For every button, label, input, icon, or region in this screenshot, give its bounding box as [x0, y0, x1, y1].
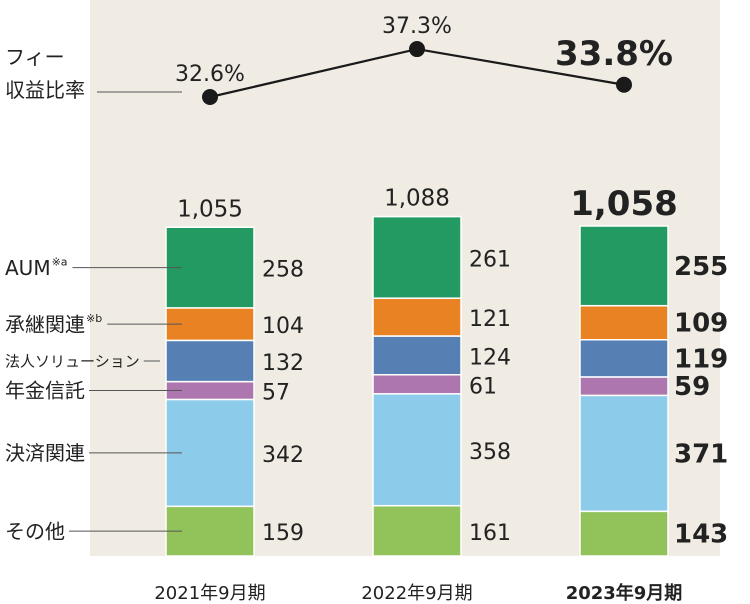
bar-3-segment-6 — [579, 225, 669, 307]
bar-3-segment-3 — [579, 376, 669, 397]
fee-ratio-label-2: 37.3% — [382, 14, 452, 39]
fee-ratio-point-2 — [409, 41, 425, 58]
total-label-3: 1,058 — [570, 184, 678, 224]
bar-2-segment-1 — [372, 504, 462, 557]
series-labels: その他 決済関連 年金信託 法人ソリューション 承継関連 ※b AUM ※a — [5, 256, 140, 544]
value-label-1-4: 132 — [262, 351, 304, 376]
value-label-1-3: 57 — [262, 381, 290, 406]
series-label-note-5: ※b — [86, 312, 102, 325]
leader-lines — [69, 267, 182, 532]
value-label-1-1: 159 — [262, 521, 304, 546]
bar-2-segment-3 — [372, 374, 462, 395]
category-label-1: 2021年9月期 — [154, 583, 265, 604]
fee-ratio-label-3: 33.8% — [555, 34, 673, 74]
value-label-3-5: 109 — [674, 309, 728, 339]
fee-ratio-title-line2: 収益比率 — [5, 78, 85, 102]
bar-2-segment-4 — [372, 335, 462, 376]
value-label-1-2: 342 — [262, 443, 304, 468]
value-label-1-5: 104 — [262, 314, 304, 339]
value-label-3-3: 59 — [674, 372, 710, 402]
bar-3-segment-1 — [579, 510, 669, 557]
value-label-3-6: 255 — [674, 252, 728, 282]
series-label-6: AUM — [5, 256, 51, 280]
total-label-1: 1,055 — [177, 196, 243, 222]
bar-group — [165, 215, 669, 557]
value-label-2-5: 121 — [469, 307, 511, 332]
value-label-3-4: 119 — [674, 344, 728, 374]
category-label-2: 2022年9月期 — [361, 583, 472, 604]
series-label-3: 年金信託 — [5, 379, 85, 403]
total-labels: 1,055 1,088 1,058 — [177, 184, 678, 224]
fee-ratio-point-1 — [202, 89, 218, 105]
value-label-2-2: 358 — [469, 440, 511, 465]
value-label-2-6: 261 — [469, 247, 511, 272]
series-label-4: 法人ソリューション — [5, 352, 140, 370]
series-label-5: 承継関連 — [5, 312, 85, 336]
bar-3-segment-2 — [579, 394, 669, 513]
value-label-2-3: 61 — [469, 374, 497, 399]
bar-2-segment-5 — [372, 297, 462, 337]
value-label-2-1: 161 — [469, 521, 511, 546]
value-label-3-2: 371 — [674, 439, 728, 469]
value-labels: 159 342 57 132 104 258 161 358 61 124 121 261 143 371… — [262, 247, 728, 549]
total-label-2: 1,088 — [384, 186, 450, 212]
bar-3-segment-5 — [579, 304, 669, 341]
category-label-3: 2023年9月期 — [566, 582, 683, 604]
category-labels: 2021年9月期 2022年9月期 2023年9月期 — [154, 582, 682, 604]
value-label-3-1: 143 — [674, 520, 728, 550]
fee-ratio-title-line1: フィー — [5, 45, 65, 69]
fee-ratio-point-3 — [616, 76, 632, 93]
series-label-note-6: ※a — [52, 256, 68, 269]
bar-3-segment-4 — [579, 339, 669, 378]
value-label-1-6: 258 — [262, 258, 304, 283]
fee-ratio-label-1: 32.6% — [175, 62, 245, 87]
series-label-2: 決済関連 — [5, 441, 85, 465]
bar-2-segment-2 — [372, 393, 462, 507]
value-label-2-4: 124 — [469, 345, 511, 370]
bar-1-segment-4 — [165, 339, 255, 383]
series-label-1: その他 — [5, 519, 65, 543]
bar-2-segment-6 — [372, 215, 462, 299]
